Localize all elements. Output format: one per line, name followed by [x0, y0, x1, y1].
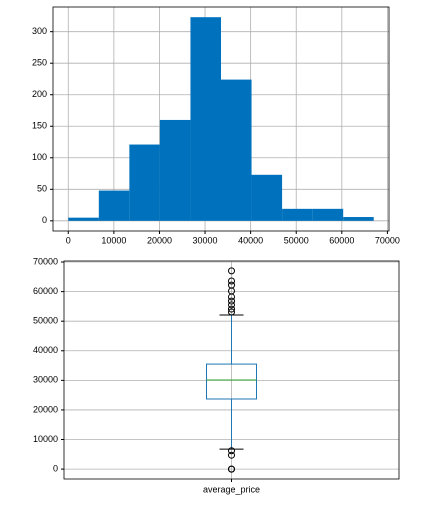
x-tick-label: 70000 [375, 235, 400, 245]
y-tick-label: 60000 [33, 286, 58, 296]
y-tick-label: 50 [37, 184, 47, 194]
outlier [228, 465, 235, 473]
outlier [228, 281, 235, 289]
y-tick-label: 30000 [33, 375, 58, 385]
histogram-bar [221, 79, 252, 221]
histogram-bar [190, 17, 221, 221]
outlier [228, 451, 235, 459]
outlier [228, 301, 235, 309]
y-tick-label: 0 [53, 463, 58, 473]
outlier [228, 305, 235, 313]
plot-frame [63, 260, 400, 480]
plot-frame [52, 6, 390, 232]
y-tick-label: 200 [32, 89, 47, 99]
x-tick-label: 60000 [329, 235, 354, 245]
y-tick-label: 40000 [33, 345, 58, 355]
x-tick-label: 30000 [193, 235, 218, 245]
y-tick-label: 100 [32, 152, 47, 162]
histogram-bar [68, 217, 99, 221]
histogram-bar [129, 144, 160, 221]
histogram-bar [251, 174, 283, 221]
outlier [228, 447, 235, 455]
box [206, 363, 257, 400]
histogram-bar [159, 119, 191, 221]
histogram-bar [312, 208, 344, 221]
y-tick-label: 20000 [33, 404, 58, 414]
outlier [228, 277, 235, 285]
y-tick-label: 250 [32, 58, 47, 68]
y-tick-label: 50000 [33, 316, 58, 326]
x-tick-label: 10000 [101, 235, 126, 245]
x-tick-label: 50000 [284, 235, 309, 245]
x-tick-label: 0 [66, 235, 71, 245]
x-tick-label: 40000 [238, 235, 263, 245]
outlier [228, 297, 235, 305]
y-tick-label: 150 [32, 121, 47, 131]
x-tick-label: 20000 [147, 235, 172, 245]
y-tick-label: 300 [32, 26, 47, 36]
y-tick-label: 10000 [33, 434, 58, 444]
outlier [228, 267, 235, 275]
y-tick-label: 0 [42, 215, 47, 225]
histogram-bar [282, 208, 313, 221]
y-tick-label: 70000 [33, 256, 58, 266]
histogram-bar [98, 190, 130, 221]
outlier [228, 308, 235, 316]
histogram-bar [343, 217, 374, 221]
x-tick-label: average_price [203, 484, 260, 494]
